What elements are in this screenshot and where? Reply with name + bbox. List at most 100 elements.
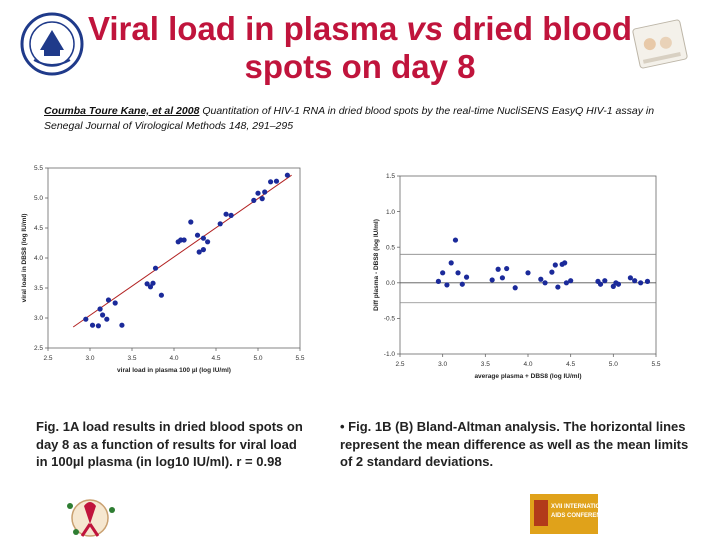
data-point	[459, 281, 465, 287]
data-point	[455, 270, 461, 276]
data-point	[542, 280, 548, 286]
x-axis-label: viral load in plasma 100 µl (log IU/ml)	[117, 367, 231, 374]
data-point	[499, 275, 505, 281]
data-point	[188, 219, 194, 225]
data-point	[568, 278, 574, 284]
y-tick-label: -0.5	[384, 316, 396, 323]
data-point	[200, 247, 206, 253]
data-point	[89, 322, 96, 328]
title-part-2: dried blood spots on day 8	[244, 10, 633, 85]
data-point	[97, 306, 103, 312]
dbs-card-photo-icon	[632, 19, 688, 69]
caption-fig-1b: • Fig. 1B (B) Bland-Altman analysis. The…	[340, 419, 689, 469]
slide-title: Viral load in plasma vs dried blood spot…	[60, 10, 660, 86]
data-point	[538, 276, 544, 282]
x-tick-label: 5.5	[295, 355, 304, 362]
data-point	[644, 278, 651, 284]
data-point	[217, 221, 223, 227]
data-point	[549, 269, 555, 275]
title-vs: vs	[406, 10, 444, 47]
data-point	[638, 280, 644, 286]
data-point	[563, 280, 569, 286]
y-tick-label: 1.5	[386, 173, 395, 180]
x-tick-label: 2.5	[395, 361, 404, 368]
x-tick-label: 3.0	[438, 361, 447, 368]
university-seal-icon	[20, 12, 84, 76]
y-tick-label: 4.5	[34, 225, 43, 232]
x-axis-label: average plasma + DBS8 (log IU/ml)	[474, 373, 581, 380]
x-tick-label: 3.5	[127, 355, 136, 362]
plot-frame	[399, 175, 657, 355]
regression-line	[72, 174, 292, 328]
y-axis-label: Diff plasma - DBS8 (log IU/ml)	[373, 219, 380, 311]
data-point	[104, 316, 110, 322]
title-part-1: Viral load in plasma	[87, 10, 407, 47]
data-point	[555, 284, 561, 290]
data-point	[627, 275, 633, 281]
x-tick-label: 4.0	[169, 355, 178, 362]
data-point	[273, 178, 280, 184]
aids-ribbon-emblem-icon	[67, 499, 115, 537]
y-tick-label: 4.0	[34, 255, 43, 262]
x-tick-label: 2.5	[43, 355, 52, 362]
conference-logo: XVII INTERNATIONALAIDS CONFERENCE	[530, 494, 598, 534]
data-point	[435, 278, 441, 284]
data-point	[504, 265, 510, 272]
data-point	[105, 297, 112, 303]
data-point	[463, 274, 470, 280]
data-point	[228, 212, 234, 218]
y-tick-label: 0.5	[386, 244, 395, 251]
data-point	[489, 277, 495, 283]
caption-fig-1a: Fig. 1A load results in dried blood spot…	[36, 419, 303, 469]
x-tick-label: 3.0	[85, 355, 94, 362]
data-point	[152, 265, 159, 271]
data-point	[452, 237, 459, 243]
citation-text: Quantitation of HIV-1 RNA in dried blood…	[44, 105, 655, 132]
y-tick-label: 5.0	[34, 195, 43, 202]
data-point	[512, 285, 518, 291]
data-point	[495, 266, 501, 272]
data-point	[552, 262, 558, 268]
data-point	[194, 232, 201, 238]
data-point	[444, 282, 450, 288]
data-point	[144, 281, 150, 287]
x-tick-label: 5.5	[651, 361, 660, 368]
data-point	[284, 172, 290, 178]
x-tick-label: 4.5	[566, 361, 575, 368]
data-point	[150, 280, 156, 286]
x-tick-label: 4.5	[211, 355, 220, 362]
data-point	[223, 211, 229, 217]
data-point	[100, 312, 106, 318]
data-point	[440, 270, 446, 276]
y-tick-label: 0.0	[386, 280, 395, 287]
data-point	[158, 292, 164, 298]
data-point	[262, 189, 268, 195]
data-point	[83, 316, 89, 322]
data-point	[95, 323, 101, 329]
data-point	[181, 237, 187, 243]
bland-altman-chart-b: 2.5 3.0 3.5 4.0 4.5 5.0 5.5 1.5 1.0 0.5 0.0 -0.5 -1.…	[373, 173, 661, 380]
data-point	[119, 322, 125, 328]
y-tick-label: -1.0	[384, 351, 396, 358]
y-tick-label: 2.5	[34, 345, 43, 352]
y-tick-label: 3.0	[34, 315, 43, 322]
x-tick-label: 5.0	[609, 361, 618, 368]
data-point	[147, 284, 154, 290]
data-point	[205, 239, 211, 245]
y-tick-label: 3.5	[34, 285, 43, 292]
data-point	[255, 190, 261, 196]
data-point	[448, 260, 454, 266]
y-axis-label: viral load in DBS8 (log IU/ml)	[21, 214, 28, 303]
conference-logo-text: XVII INTERNATIONALAIDS CONFERENCE	[551, 504, 598, 519]
x-tick-label: 5.0	[253, 355, 262, 362]
data-point	[632, 278, 638, 284]
y-tick-label: 1.0	[386, 209, 395, 216]
data-point	[112, 300, 118, 306]
data-point	[525, 270, 531, 276]
data-point	[615, 281, 622, 287]
x-tick-label: 4.0	[523, 361, 532, 368]
data-point	[597, 281, 604, 287]
data-point	[200, 235, 206, 241]
data-point	[602, 278, 608, 284]
data-point	[196, 249, 202, 255]
